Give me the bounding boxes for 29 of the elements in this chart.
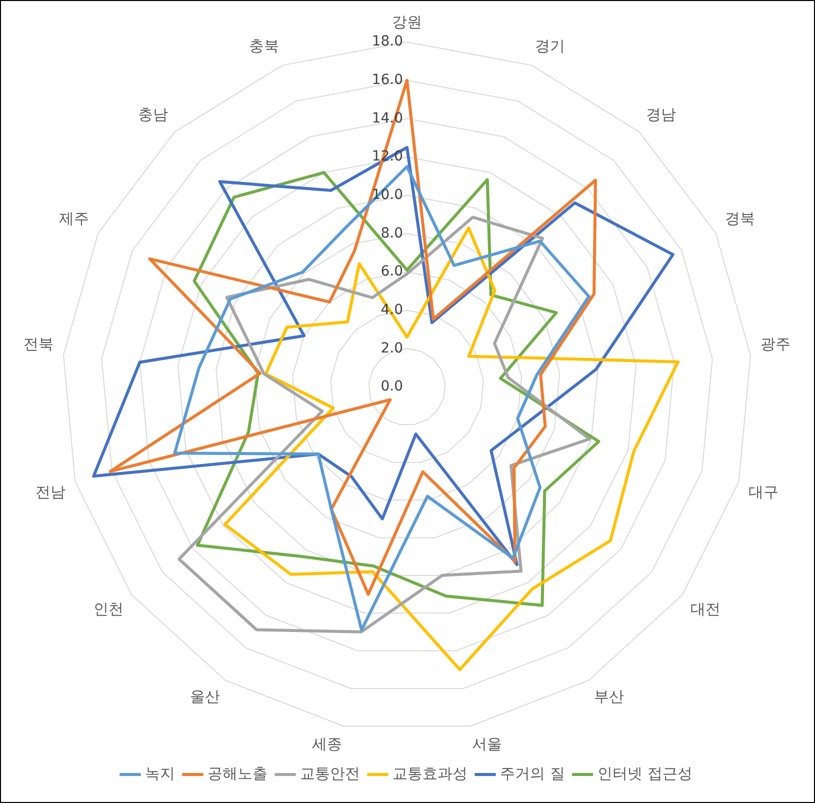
spoke-label: 세종 <box>312 734 342 753</box>
spoke-label: 광주 <box>760 335 790 354</box>
spoke-label: 대구 <box>748 483 778 502</box>
spoke-label: 경남 <box>646 106 676 124</box>
legend-label: 녹지 <box>145 764 176 782</box>
spoke-label: 부산 <box>594 688 624 706</box>
spoke-label: 울산 <box>190 688 220 706</box>
spoke-label: 강원 <box>392 12 422 31</box>
legend-label: 공해노출 <box>208 764 268 782</box>
spoke-label: 대전 <box>690 600 720 618</box>
spoke-label: 충남 <box>138 106 168 124</box>
y-tick-label: 18.0 <box>372 34 403 50</box>
spoke-label: 서울 <box>472 734 502 753</box>
spoke-label: 인천 <box>94 600 124 618</box>
y-tick-label: 6.0 <box>380 264 403 280</box>
legend-label: 교통안전 <box>300 764 360 782</box>
y-tick-label: 8.0 <box>380 225 403 242</box>
y-tick-label: 16.0 <box>372 72 403 88</box>
spoke-label: 경기 <box>535 36 566 55</box>
y-tick-label: 2.0 <box>380 340 403 356</box>
y-tick-label: 0.0 <box>380 378 403 395</box>
spoke-label: 충북 <box>248 36 279 55</box>
spoke-label: 경북 <box>724 210 755 228</box>
legend-label: 주거의 질 <box>500 764 566 782</box>
spoke-label: 전남 <box>36 483 66 502</box>
spoke-label: 전북 <box>24 335 54 354</box>
spoke-label: 제주 <box>59 210 90 228</box>
legend-label: 교통효과성 <box>392 764 468 782</box>
legend-label: 인터넷 접근성 <box>598 764 692 782</box>
